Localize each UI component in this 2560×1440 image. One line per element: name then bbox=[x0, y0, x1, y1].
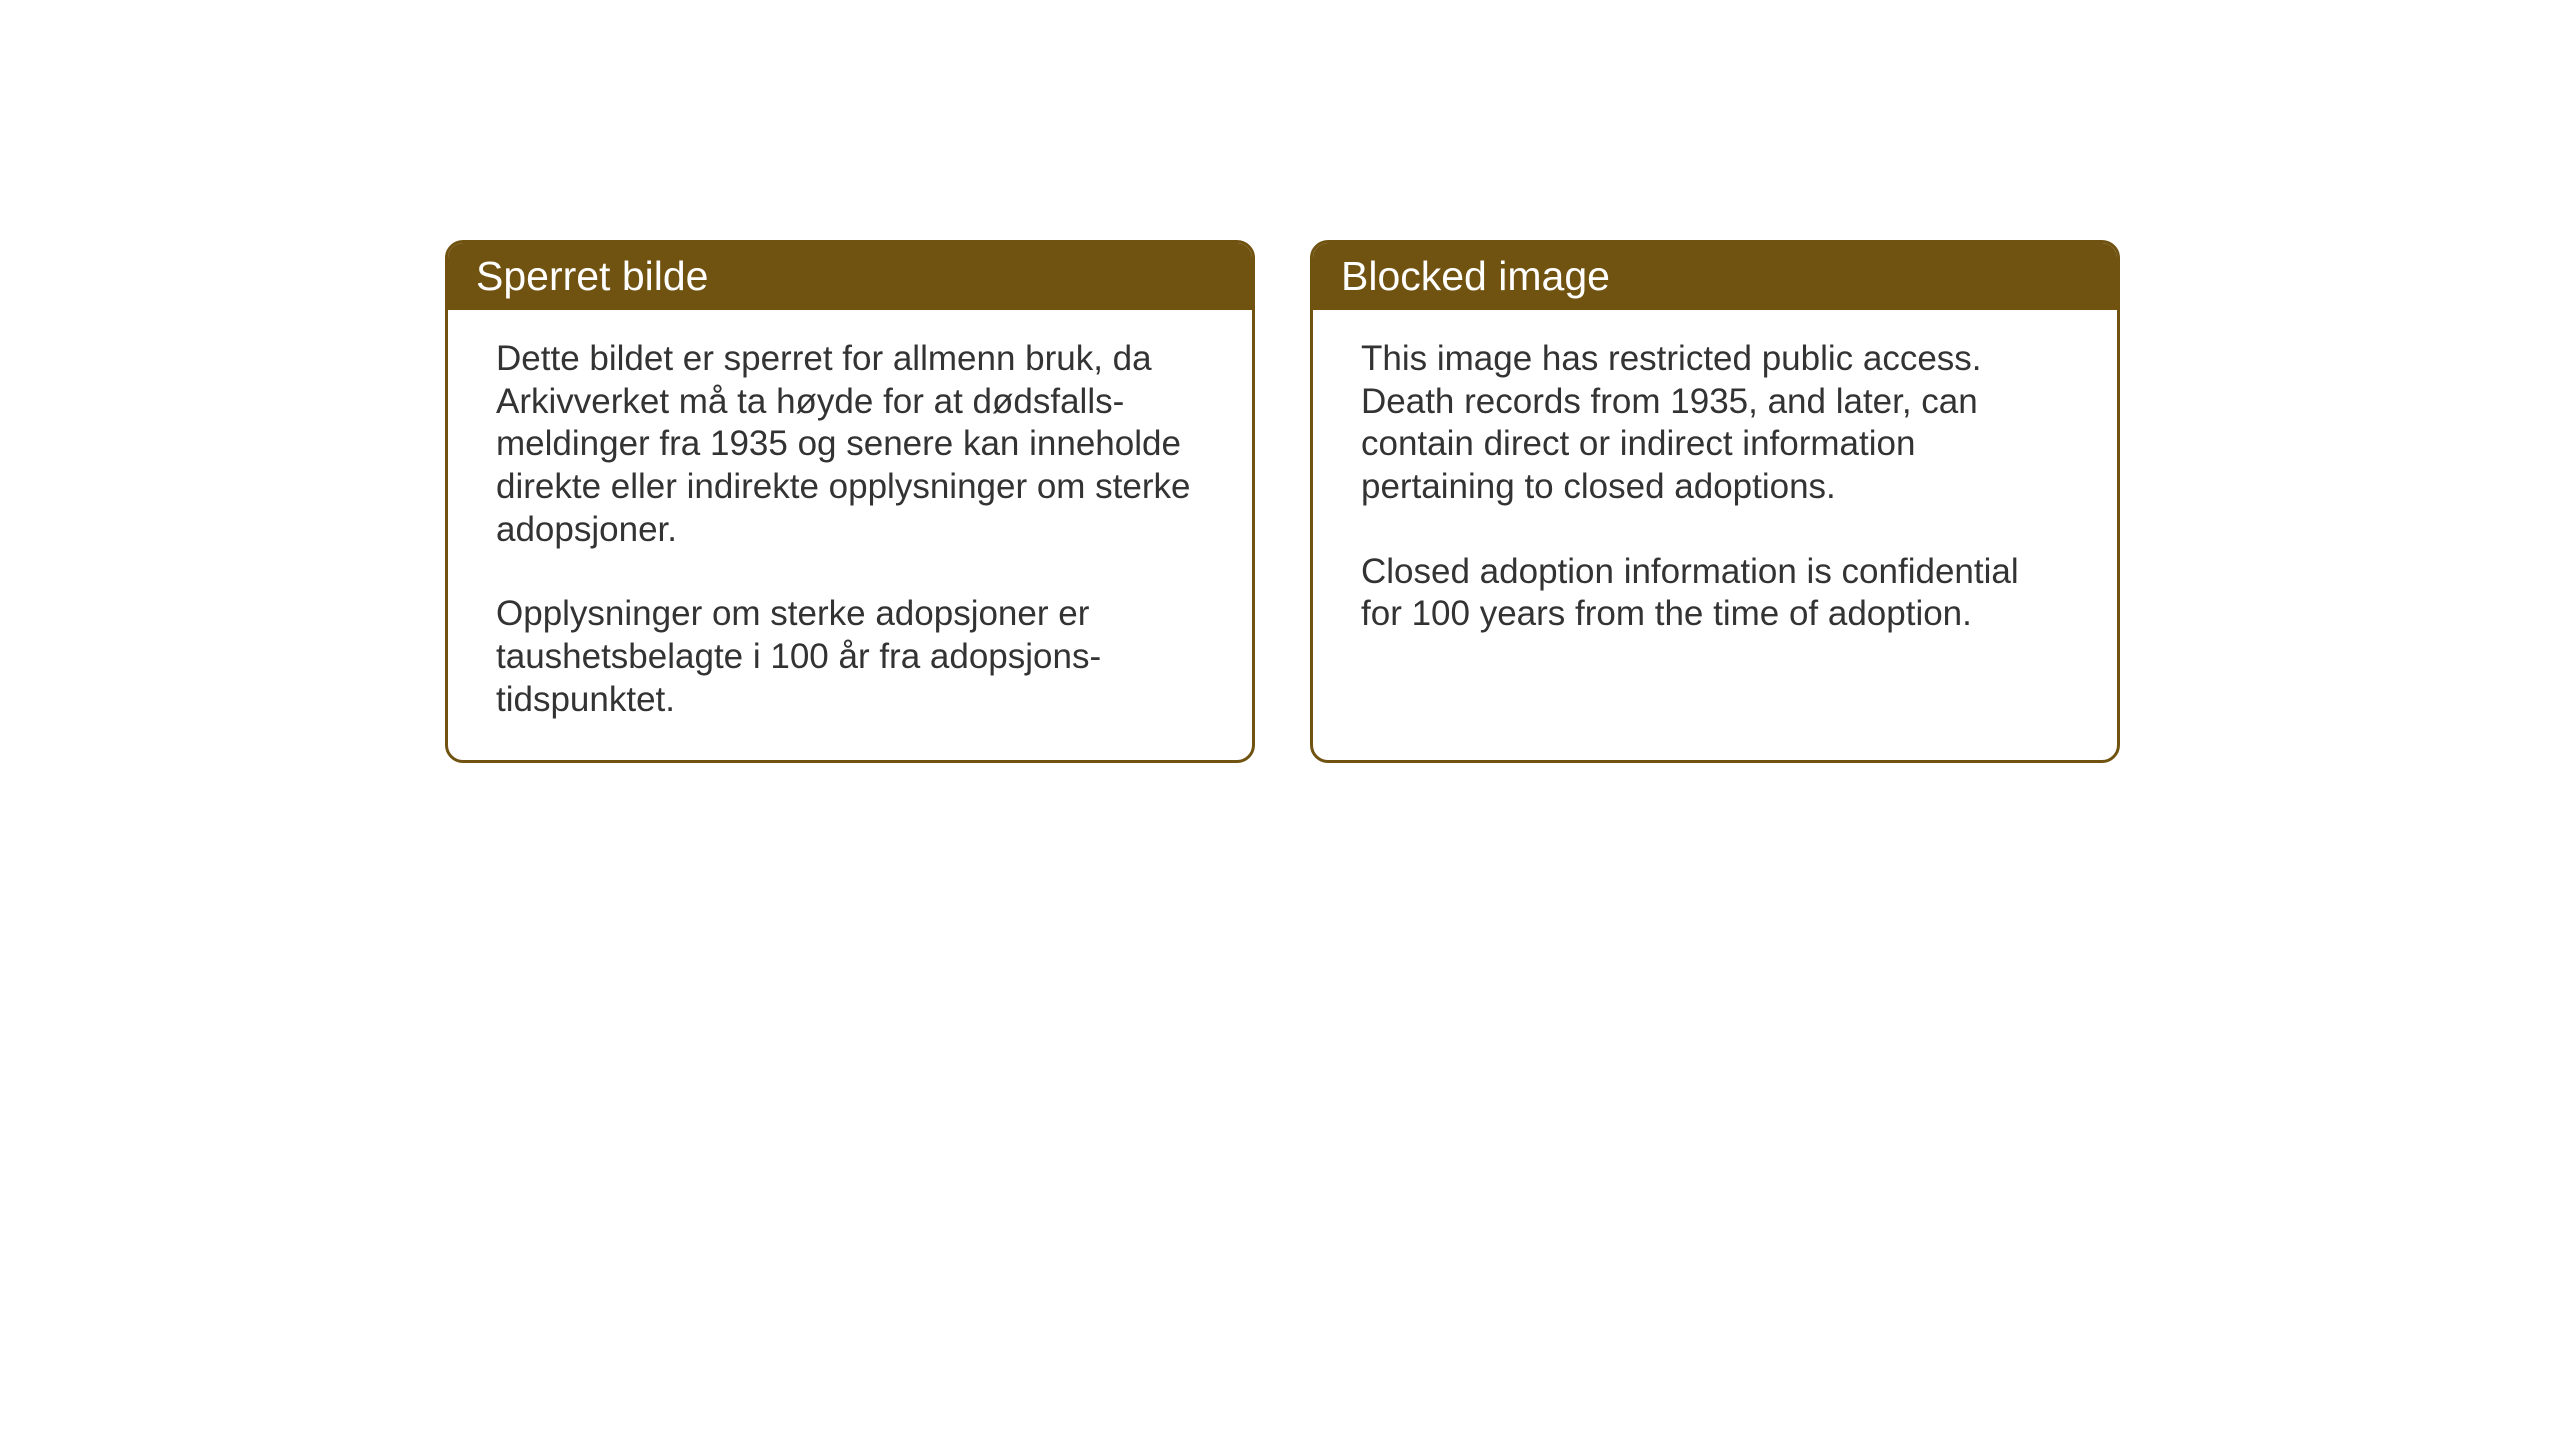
card-paragraph-1-norwegian: Dette bildet er sperret for allmenn bruk… bbox=[496, 338, 1204, 551]
notice-card-norwegian: Sperret bilde Dette bildet er sperret fo… bbox=[445, 240, 1255, 763]
card-header-english: Blocked image bbox=[1313, 243, 2117, 310]
card-body-norwegian: Dette bildet er sperret for allmenn bruk… bbox=[448, 310, 1252, 760]
card-paragraph-1-english: This image has restricted public access.… bbox=[1361, 338, 2069, 509]
card-title-norwegian: Sperret bilde bbox=[476, 253, 708, 299]
notice-card-english: Blocked image This image has restricted … bbox=[1310, 240, 2120, 763]
card-paragraph-2-norwegian: Opplysninger om sterke adopsjoner er tau… bbox=[496, 593, 1204, 721]
card-body-english: This image has restricted public access.… bbox=[1313, 310, 2117, 750]
notice-container: Sperret bilde Dette bildet er sperret fo… bbox=[445, 240, 2120, 763]
card-paragraph-2-english: Closed adoption information is confident… bbox=[1361, 551, 2069, 636]
card-title-english: Blocked image bbox=[1341, 253, 1610, 299]
card-header-norwegian: Sperret bilde bbox=[448, 243, 1252, 310]
